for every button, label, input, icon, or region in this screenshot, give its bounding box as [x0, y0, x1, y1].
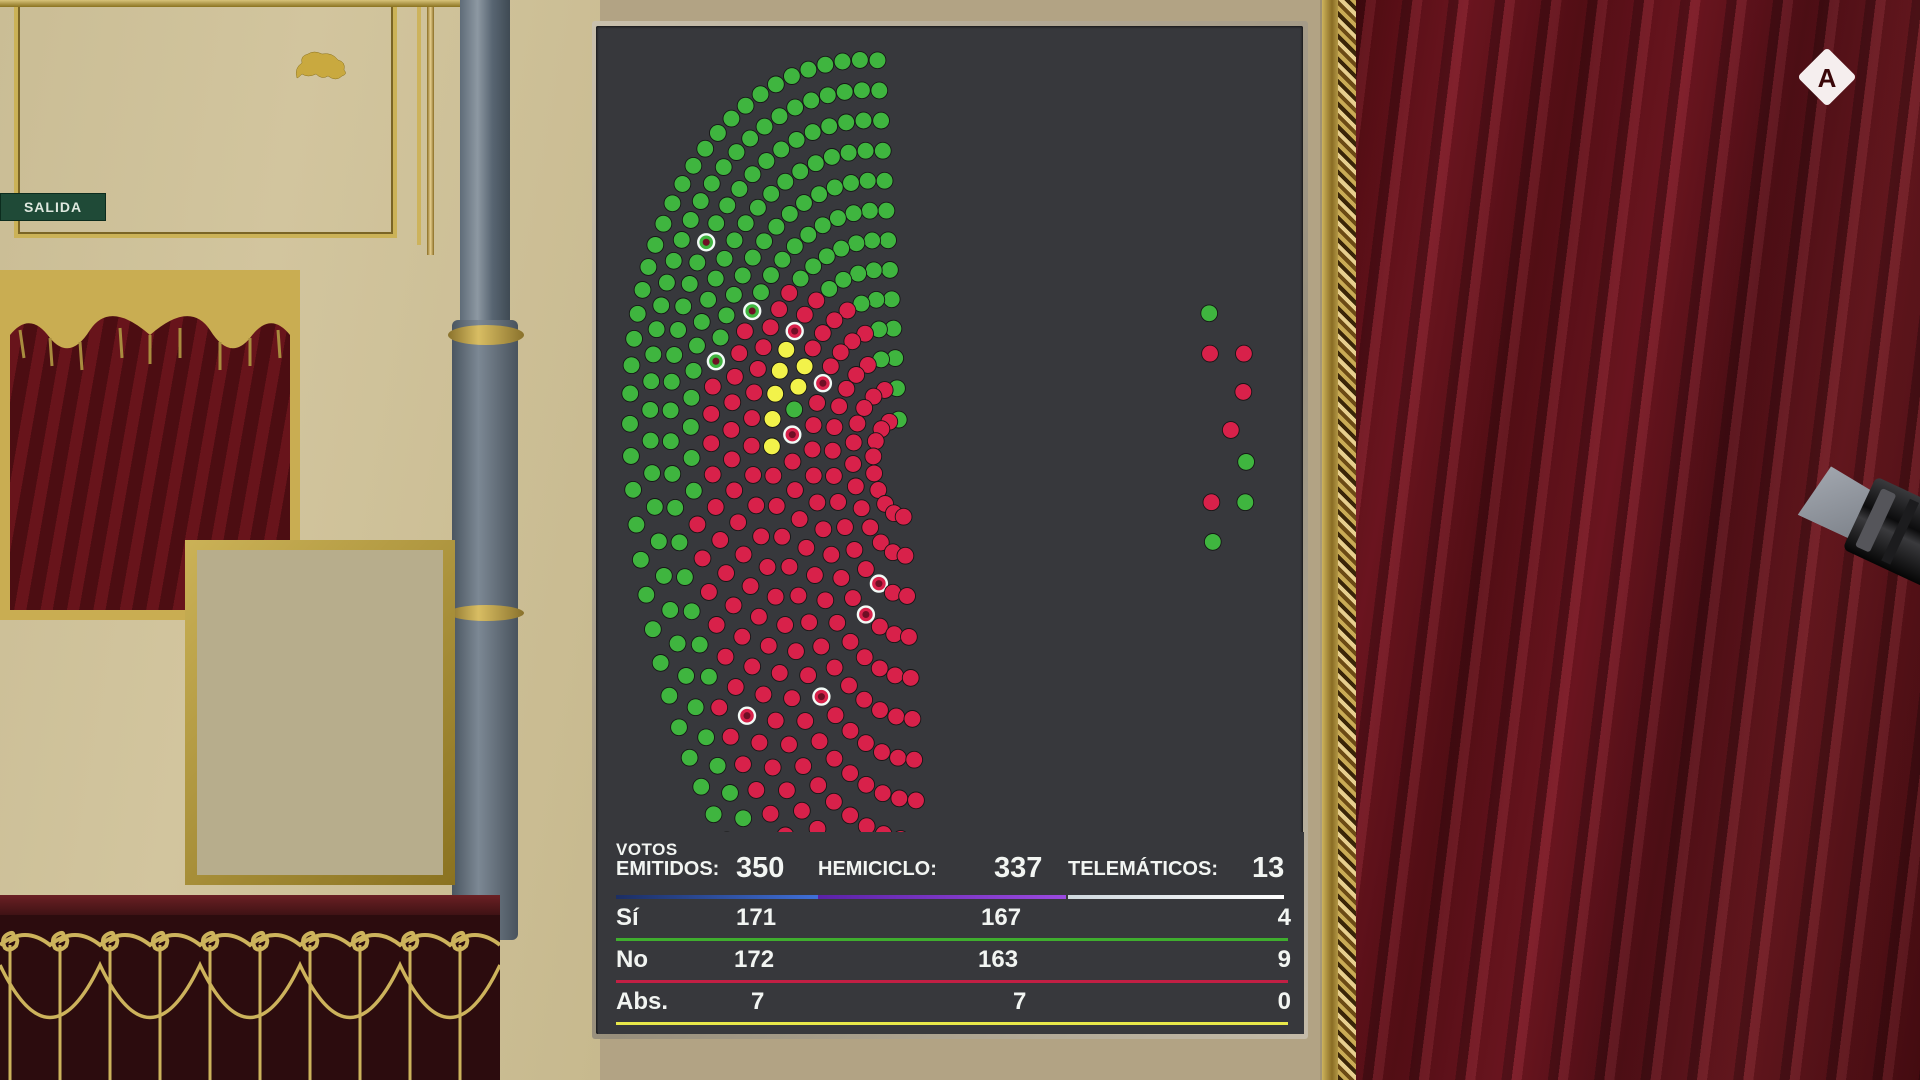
svg-text:A: A	[1818, 63, 1837, 93]
